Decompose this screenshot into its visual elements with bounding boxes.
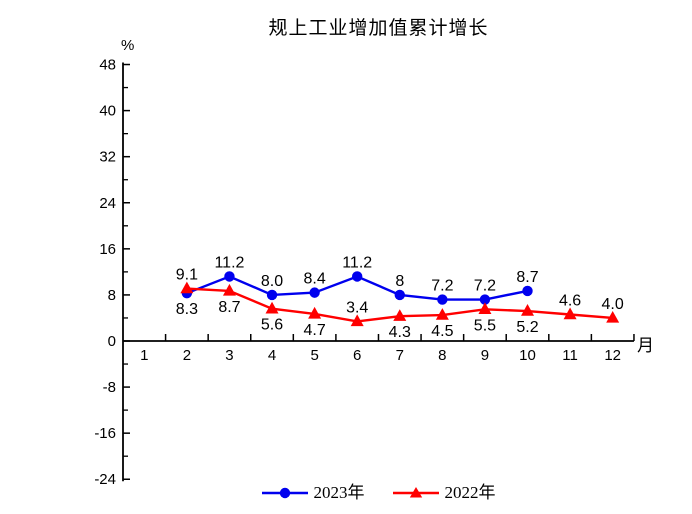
y-tick-label: 48 [99,57,116,74]
x-tick-label: 2 [183,347,191,364]
legend-marker-graphic [261,487,308,498]
y-tick-label: 8 [108,287,116,304]
legend-marker-graphic [392,486,439,497]
data-point-label: 4.5 [431,323,453,340]
x-tick-label: 1 [140,347,148,364]
data-point-label: 8.7 [516,269,538,286]
data-point-label: 11.2 [342,254,372,271]
x-axis-unit-label: 月 [637,336,654,355]
legend-triangle-marker-icon [392,486,439,500]
data-point-triangle [222,283,236,296]
data-point-triangle [606,310,620,323]
legend-item-2022: 2022年 [392,483,496,502]
data-point-label: 9.1 [176,267,198,284]
data-point-circle [522,285,533,297]
data-point-triangle [478,302,492,315]
legend: 2023年 2022年 [123,484,634,501]
data-point-label: 11.2 [214,254,244,271]
data-point-label: 4.7 [303,322,325,339]
x-tick-label: 8 [438,347,446,364]
legend-item-2023: 2023年 [261,483,365,502]
data-point-label: 4.6 [559,293,581,310]
data-point-circle [394,289,405,301]
data-point-triangle [393,309,407,321]
data-point-circle [351,271,363,282]
data-point-circle [266,289,278,301]
data-point-circle [479,294,491,305]
data-point-label: 7.2 [474,278,496,295]
data-point-label: 5.5 [474,317,496,334]
data-point-label: 8.0 [261,273,283,290]
x-tick-label: 9 [481,347,489,364]
y-tick-label: -24 [94,471,116,488]
data-point-triangle [521,304,535,316]
x-tick-label: 10 [519,347,536,364]
data-point-label: 8.3 [176,301,198,318]
legend-circle-marker-icon [261,486,308,500]
data-point-circle [437,294,448,305]
data-point-label: 4.3 [389,324,411,341]
data-point-label: 8 [395,273,404,290]
chart-title: 规上工业增加值累计增长 [268,18,489,39]
x-tick-label: 6 [353,347,361,364]
data-point-circle [224,271,235,282]
data-point-label: 5.2 [516,319,538,336]
data-point-triangle [435,308,449,320]
y-tick-label: 32 [99,149,116,166]
y-tick-label: 0 [108,333,116,350]
y-axis-unit-label: % [121,37,135,54]
data-point-label: 8.4 [303,271,325,288]
data-point-label: 7.2 [431,278,453,295]
y-tick-label: 24 [99,195,116,212]
data-point-circle [309,287,320,298]
x-tick-label: 4 [268,347,276,364]
y-tick-label: 16 [99,241,116,258]
y-tick-label: 40 [99,103,116,120]
y-tick-label: -8 [103,379,116,396]
data-point-triangle [563,307,577,320]
x-tick-label: 11 [562,347,578,364]
data-point-triangle [265,301,279,314]
data-point-label: 8.7 [218,299,240,316]
x-tick-label: 3 [225,347,233,364]
legend-label-2022: 2022年 [444,483,496,502]
data-point-triangle [180,281,194,294]
legend-label-2023: 2023年 [313,483,365,502]
y-tick-label: -16 [94,425,116,442]
x-tick-label: 7 [396,347,404,364]
data-point-label: 5.6 [261,317,283,334]
data-point-label: 3.4 [346,299,368,316]
x-tick-label: 5 [310,347,318,364]
x-tick-label: 12 [604,347,621,364]
data-point-triangle [308,306,322,319]
data-point-label: 4.0 [602,296,624,313]
data-point-triangle [350,314,364,327]
